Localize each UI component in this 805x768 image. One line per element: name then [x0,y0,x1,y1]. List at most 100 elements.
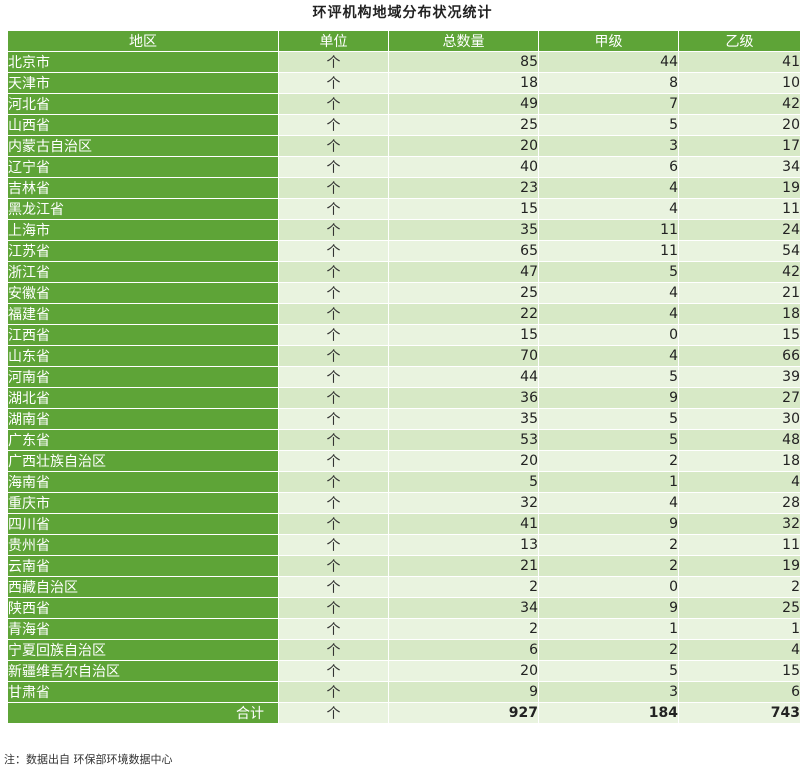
grade-a-cell: 1 [538,471,679,493]
table-row: 河南省个 44 5 39 [7,366,801,388]
table-row: 江西省个 15 0 15 [7,324,801,346]
unit-cell: 个 [278,660,389,682]
table-row: 天津市个 18 8 10 [7,72,801,94]
table-row: 云南省个 21 2 19 [7,555,801,577]
grade-a-cell: 7 [538,93,679,115]
grade-b-cell: 39 [678,366,801,388]
total-cell: 18 [388,72,539,94]
table-body: 北京市个 85 44 41 天津市个 18 8 10 河北省个 49 7 42 山西省个 25 5 20 内蒙古… [7,51,801,724]
total-cell: 49 [388,93,539,115]
grade-b-cell: 34 [678,156,801,178]
table-row: 辽宁省个 40 6 34 [7,156,801,178]
grade-b-cell: 4 [678,639,801,661]
grade-a-cell: 0 [538,324,679,346]
total-cell: 6 [388,639,539,661]
unit-cell: 个 [278,471,389,493]
grade-a-cell: 3 [538,135,679,157]
grade-a-cell: 6 [538,156,679,178]
total-cell: 35 [388,219,539,241]
table-title: 环评机构地域分布状况统计 [312,5,493,21]
total-cell: 36 [388,387,539,409]
total-cell: 15 [388,198,539,220]
unit-cell: 个 [278,429,389,451]
total-cell: 2 [388,618,539,640]
grade-b-cell: 54 [678,240,801,262]
table-row: 西藏自治区个 2 0 2 [7,576,801,598]
grade-b-cell: 4 [678,471,801,493]
unit-cell: 个 [278,681,389,703]
table-row: 陕西省个 34 9 25 [7,597,801,619]
grade-b-cell: 66 [678,345,801,367]
grade-a-cell: 9 [538,597,679,619]
table-row: 青海省个 2 1 1 [7,618,801,640]
unit-cell: 个 [278,345,389,367]
total-cell: 15 [388,324,539,346]
unit-cell: 个 [278,387,389,409]
unit-cell: 个 [278,492,389,514]
total-cell: 23 [388,177,539,199]
region-stats-table: 地区 单位 总数量 甲级 乙级 北京市个 85 44 41 天津市个 18 8 10 河北省个 4… [7,30,801,724]
region-cell: 辽宁省 [7,156,279,178]
grade-b-cell: 15 [678,660,801,682]
table-row: 宁夏回族自治区个 6 2 4 [7,639,801,661]
table-row: 河北省个 49 7 42 [7,93,801,115]
watermark-text: 环评爱好者网 [642,724,733,743]
region-cell: 陕西省 [7,597,279,619]
table-row: 上海市个 35 11 24 [7,219,801,241]
region-cell: 甘肃省 [7,681,279,703]
unit-cell: 个 [278,219,389,241]
region-cell: 贵州省 [7,534,279,556]
unit-cell: 个 [278,324,389,346]
total-cell: 20 [388,135,539,157]
unit-cell: 个 [278,135,389,157]
grade-a-cell: 5 [538,660,679,682]
total-cell: 41 [388,513,539,535]
source-note: 注：数据出自 环保部环境数据中心 [4,753,173,766]
unit-cell: 个 [278,198,389,220]
grade-a-cell: 184 [538,702,679,724]
grade-a-cell: 11 [538,219,679,241]
grade-a-cell: 5 [538,429,679,451]
grade-b-cell: 743 [678,702,801,724]
table-row: 安徽省个 25 4 21 [7,282,801,304]
region-cell: 广东省 [7,429,279,451]
total-cell: 22 [388,303,539,325]
total-cell: 13 [388,534,539,556]
table-row: 江苏省个 65 11 54 [7,240,801,262]
grade-a-cell: 3 [538,681,679,703]
region-cell: 北京市 [7,51,279,73]
grade-b-cell: 19 [678,177,801,199]
grade-b-cell: 2 [678,576,801,598]
unit-cell: 个 [278,618,389,640]
unit-cell: 个 [278,114,389,136]
grade-b-cell: 11 [678,198,801,220]
total-cell: 35 [388,408,539,430]
total-cell: 65 [388,240,539,262]
column-header-grade-a: 甲级 [538,30,679,52]
table-row: 新疆维吾尔自治区个 20 5 15 [7,660,801,682]
total-cell: 20 [388,660,539,682]
table-row: 甘肃省个 9 3 6 [7,681,801,703]
total-cell: 32 [388,492,539,514]
region-cell: 湖北省 [7,387,279,409]
grade-a-cell: 4 [538,345,679,367]
region-cell: 山西省 [7,114,279,136]
region-cell: 福建省 [7,303,279,325]
wechat-icon [614,724,636,742]
total-cell: 2 [388,576,539,598]
grade-a-cell: 44 [538,51,679,73]
total-cell: 25 [388,114,539,136]
grade-b-cell: 1 [678,618,801,640]
grade-a-cell: 2 [538,450,679,472]
region-cell: 合计 [7,702,279,724]
grade-b-cell: 19 [678,555,801,577]
total-cell: 44 [388,366,539,388]
header-row: 地区 单位 总数量 甲级 乙级 [7,30,801,52]
region-cell: 吉林省 [7,177,279,199]
unit-cell: 个 [278,408,389,430]
region-cell: 云南省 [7,555,279,577]
table-row: 湖南省个 35 5 30 [7,408,801,430]
grade-b-cell: 18 [678,450,801,472]
grade-a-cell: 9 [538,387,679,409]
total-cell: 34 [388,597,539,619]
